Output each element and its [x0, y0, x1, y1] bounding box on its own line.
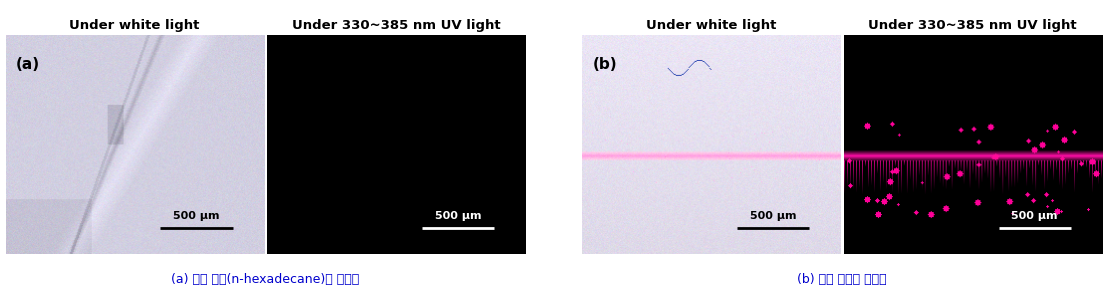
Text: Under white light: Under white light	[646, 19, 776, 32]
Text: Under 330~385 nm UV light: Under 330~385 nm UV light	[869, 19, 1078, 32]
Text: (b): (b)	[593, 57, 617, 72]
Text: Under 330~385 nm UV light: Under 330~385 nm UV light	[291, 19, 500, 32]
Text: (a) 비교 물질(n-hexadecane)의 흐름성: (a) 비교 물질(n-hexadecane)의 흐름성	[171, 273, 360, 286]
Text: 500 μm: 500 μm	[750, 211, 797, 221]
Text: Under white light: Under white light	[70, 19, 200, 32]
Text: (a): (a)	[15, 57, 40, 72]
Text: (b) 치유 물질의 흐름성: (b) 치유 물질의 흐름성	[797, 273, 887, 286]
Text: 500 μm: 500 μm	[173, 211, 220, 221]
Text: 500 μm: 500 μm	[435, 211, 481, 221]
Text: 500 μm: 500 μm	[1011, 211, 1058, 221]
